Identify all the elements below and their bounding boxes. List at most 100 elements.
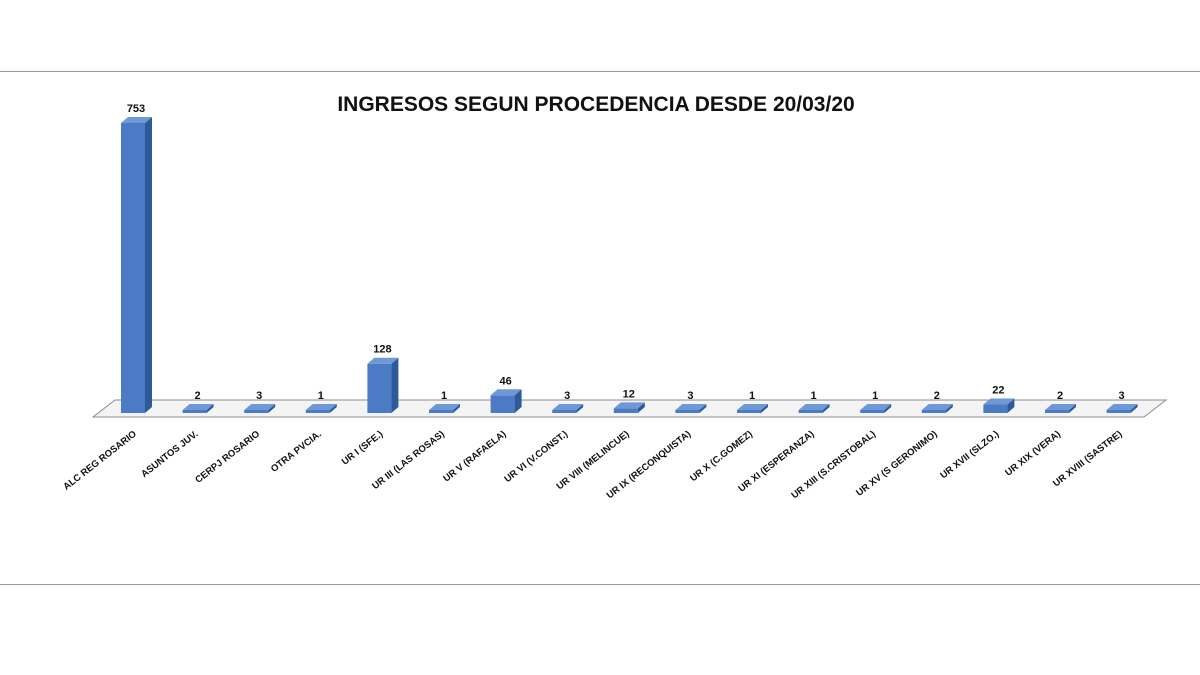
- category-label: ALC REG ROSARIO: [61, 429, 138, 493]
- bar-front: [244, 410, 269, 413]
- bar-side: [637, 402, 645, 413]
- bar-top: [737, 404, 768, 410]
- bar-top: [367, 357, 399, 364]
- bar-top: [244, 404, 276, 410]
- bar-side: [1130, 404, 1138, 413]
- bar-top: [490, 389, 522, 396]
- bar-front: [121, 123, 145, 413]
- bar-side: [699, 404, 707, 413]
- bar-front: [1106, 410, 1131, 413]
- bar-top: [675, 404, 707, 410]
- category-label: UR VI (V.CONST.): [502, 429, 570, 485]
- bar-front: [1045, 410, 1069, 413]
- bar: [798, 404, 830, 413]
- bar: [367, 357, 399, 413]
- bar-side: [576, 404, 584, 413]
- bar-side: [329, 404, 337, 413]
- bar-top: [613, 402, 645, 409]
- bar-side: [822, 404, 830, 413]
- top-divider: [0, 71, 1200, 72]
- bar-front: [429, 410, 453, 413]
- data-label: 1: [749, 390, 755, 402]
- bar-front: [860, 410, 885, 413]
- bar-front: [983, 404, 1008, 413]
- category-label: UR X (C.GOMEZ): [688, 429, 755, 484]
- bar-side: [514, 389, 522, 413]
- bar: [305, 404, 337, 413]
- bar: [182, 404, 214, 413]
- bar: [921, 404, 953, 413]
- bar-top: [860, 404, 892, 410]
- data-label: 12: [623, 388, 635, 400]
- data-label: 1: [441, 390, 447, 402]
- bar: [737, 404, 768, 413]
- data-label: 3: [564, 390, 570, 402]
- bar: [490, 389, 522, 413]
- bar: [244, 404, 276, 413]
- bar-front: [921, 410, 946, 413]
- data-label: 2: [1057, 390, 1063, 402]
- bar-top: [182, 404, 214, 410]
- bar: [552, 404, 584, 413]
- data-label: 753: [127, 103, 145, 115]
- bars: [121, 117, 1138, 413]
- bar-top: [552, 404, 584, 410]
- bar-front: [305, 410, 330, 413]
- category-label: ASUNTOS JUV.: [139, 429, 200, 480]
- bar-side: [884, 404, 892, 413]
- bar: [983, 398, 1015, 413]
- bar-top: [798, 404, 830, 410]
- bar-top: [1045, 404, 1076, 410]
- bar-top: [1106, 404, 1138, 410]
- bar: [429, 404, 460, 413]
- bar-side: [391, 357, 399, 413]
- bar-side: [453, 404, 460, 413]
- bar-front: [552, 410, 577, 413]
- bar-top: [429, 404, 460, 410]
- data-label: 1: [318, 390, 324, 402]
- chart-title: INGRESOS SEGUN PROCEDENCIA DESDE 20/03/2…: [337, 93, 854, 116]
- bar-top: [983, 398, 1015, 405]
- bar: [121, 117, 152, 413]
- bar-side: [268, 404, 276, 413]
- bar: [675, 404, 707, 413]
- data-label: 3: [687, 390, 693, 402]
- category-label: UR V (RAFAELA): [441, 429, 508, 485]
- data-label: 3: [1119, 390, 1125, 402]
- data-label: 2: [195, 390, 201, 402]
- data-label: 1: [872, 390, 878, 402]
- bar: [1045, 404, 1076, 413]
- bar-top: [121, 117, 152, 123]
- bar-side: [945, 404, 953, 413]
- data-label: 2: [934, 390, 940, 402]
- bar-side: [145, 117, 152, 413]
- category-labels: ALC REG ROSARIO ASUNTOS JUV.CERPJ ROSARIO…: [61, 429, 1124, 502]
- bar-top: [305, 404, 337, 410]
- category-label: UR I (SFE.): [340, 429, 385, 468]
- bar-side: [761, 404, 768, 413]
- data-label: 1: [811, 390, 817, 402]
- bar-front: [613, 408, 638, 413]
- bar-front: [675, 410, 700, 413]
- bar-front: [798, 410, 823, 413]
- bar-front: [490, 395, 515, 413]
- data-label: 3: [256, 390, 262, 402]
- bar: [1106, 404, 1138, 413]
- bottom-divider: [0, 584, 1200, 585]
- bar-side: [1007, 398, 1015, 413]
- data-label: 46: [499, 375, 511, 387]
- data-label: 22: [992, 385, 1004, 397]
- bar-side: [206, 404, 214, 413]
- bar-front: [737, 410, 761, 413]
- category-label: UR XIX (VERA): [1003, 429, 1063, 479]
- bar-side: [1069, 404, 1076, 413]
- data-label: 128: [373, 344, 391, 356]
- bar: [613, 402, 645, 413]
- bar-top: [921, 404, 953, 410]
- category-label: CERPJ ROSARIO: [193, 429, 262, 486]
- bar-front: [367, 363, 392, 413]
- bar: [860, 404, 892, 413]
- category-label: OTRA PVCIA.: [269, 429, 324, 475]
